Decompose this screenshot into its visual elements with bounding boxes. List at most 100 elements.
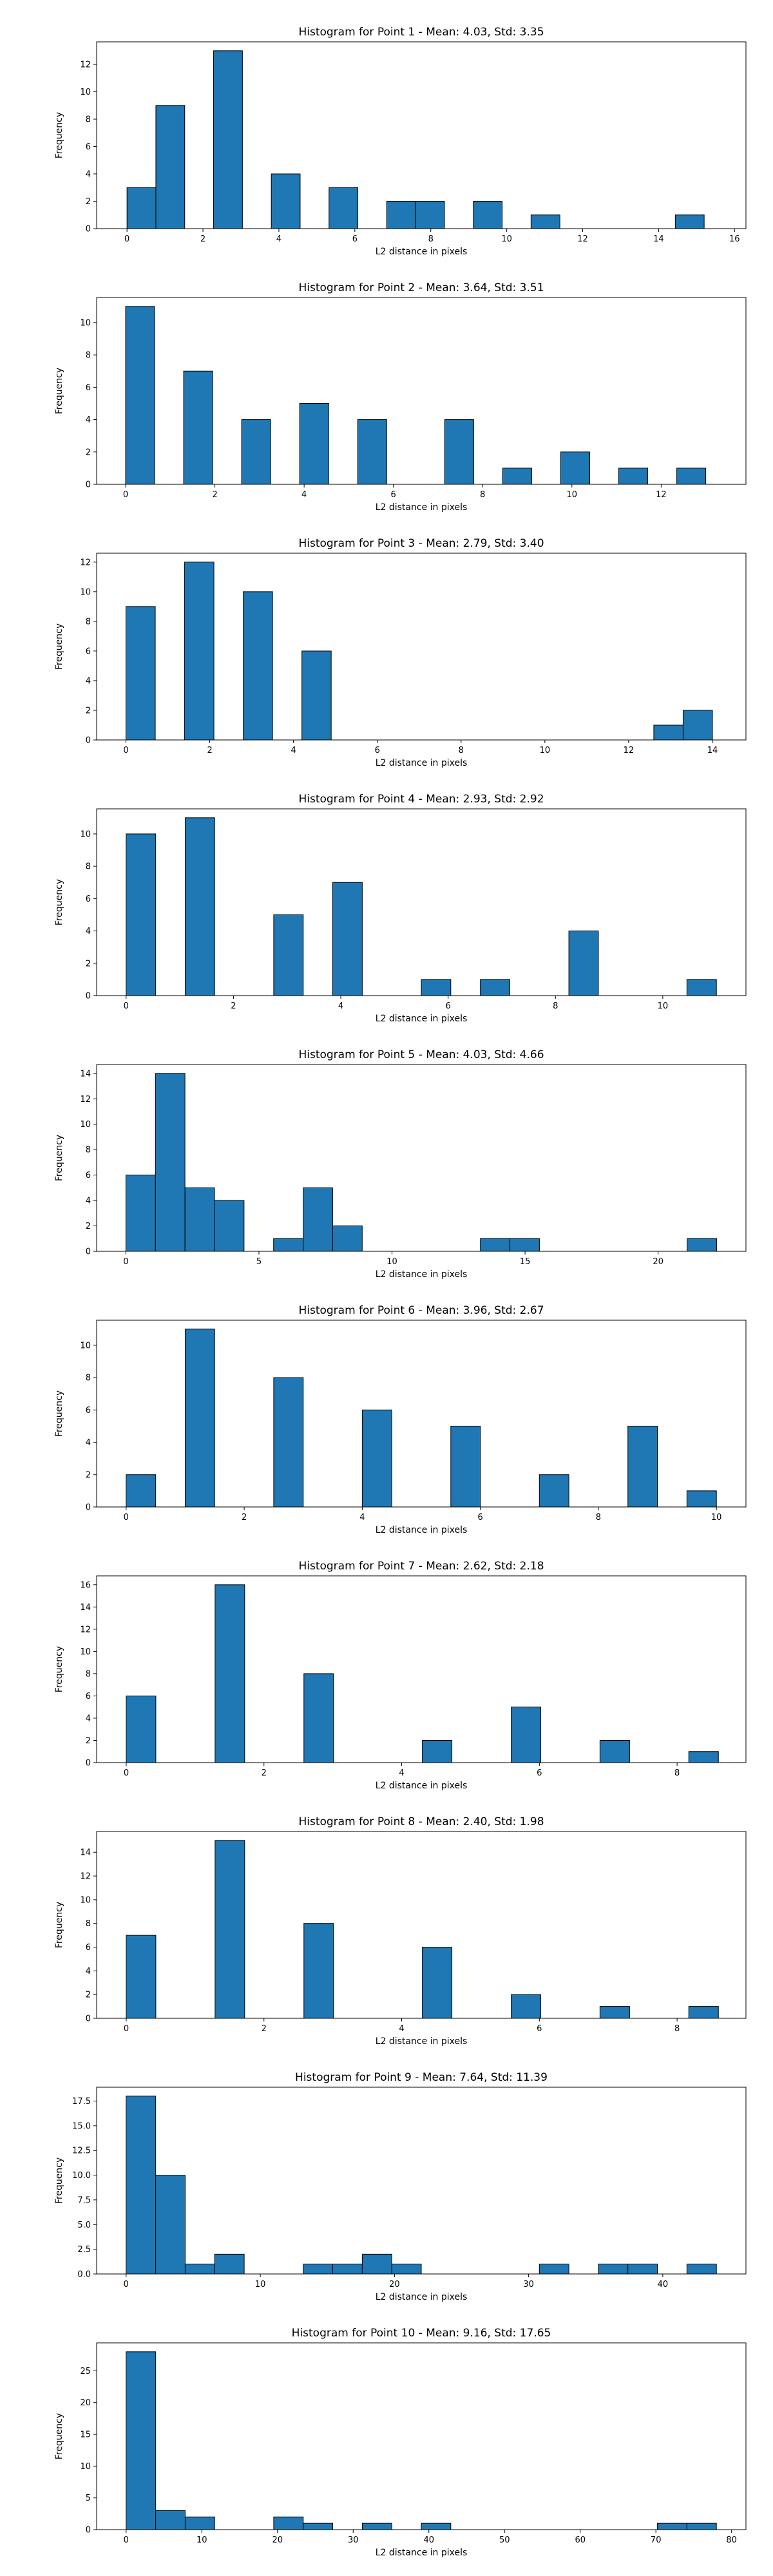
y-tick-label: 2.5 <box>77 2245 91 2255</box>
x-tick-label: 2 <box>262 1768 267 1778</box>
x-tick-label: 0 <box>123 746 128 755</box>
x-axis-label: L2 distance in pixels <box>376 502 468 513</box>
y-tick-label: 2 <box>86 706 91 715</box>
y-axis-label: Frequency <box>54 1902 64 1948</box>
y-tick-label: 10 <box>80 587 91 597</box>
x-tick-label: 10 <box>711 1513 722 1522</box>
histogram-bar <box>415 201 445 229</box>
histogram-bar <box>510 1994 541 2019</box>
histogram-bar <box>421 2523 452 2530</box>
y-tick-label: 10.0 <box>72 2171 91 2181</box>
histogram-bar <box>657 2523 687 2530</box>
y-tick-label: 2 <box>86 1736 91 1746</box>
x-tick-label: 10 <box>567 490 578 500</box>
histogram-bar <box>329 187 359 229</box>
histogram-bar <box>155 105 186 229</box>
y-tick-label: 2 <box>86 959 91 969</box>
histogram-bar <box>215 1840 245 2019</box>
x-tick-label: 0 <box>123 1257 128 1267</box>
histogram-bar <box>184 2516 215 2530</box>
y-tick-label: 6 <box>86 383 91 393</box>
y-tick-label: 0 <box>86 2014 91 2024</box>
histogram-bar <box>303 2523 334 2530</box>
y-tick-label: 8 <box>86 1374 91 1383</box>
histogram-bar <box>599 2006 630 2019</box>
x-tick-label: 10 <box>658 1001 669 1011</box>
x-tick-label: 4 <box>301 490 307 500</box>
y-tick-label: 10 <box>80 1647 91 1657</box>
y-tick-label: 14 <box>80 1069 91 1079</box>
histogram-bar <box>273 914 304 996</box>
x-tick-label: 6 <box>446 1001 451 1011</box>
y-tick-label: 8 <box>86 351 91 361</box>
y-tick-label: 14 <box>80 1603 91 1613</box>
x-tick-label: 4 <box>399 2024 404 2034</box>
y-tick-label: 6 <box>86 142 91 152</box>
histogram-bar <box>184 1187 215 1252</box>
chart-title: Histogram for Point 2 - Mean: 3.64, Std:… <box>298 281 544 294</box>
x-tick-label: 60 <box>575 2535 586 2545</box>
x-tick-label: 10 <box>386 1257 397 1267</box>
y-tick-label: 4 <box>86 676 91 686</box>
histogram-bar <box>357 419 387 485</box>
y-tick-label: 20 <box>80 2398 91 2408</box>
histogram-bar <box>214 1200 245 1252</box>
histogram-bar <box>599 1739 630 1763</box>
histogram-bar <box>674 214 705 229</box>
x-tick-label: 4 <box>359 1513 365 1522</box>
y-tick-label: 4 <box>86 1197 91 1206</box>
histogram-bar <box>480 1238 511 1252</box>
y-tick-label: 2 <box>86 1222 91 1231</box>
axes-frame <box>96 2087 747 2275</box>
histogram-bar <box>422 1739 453 1763</box>
y-tick-label: 10 <box>80 1895 91 1905</box>
x-tick-label: 8 <box>674 1768 680 1778</box>
histogram-point-6: Histogram for Point 6 - Mean: 3.96, Std:… <box>54 1304 747 1535</box>
histogram-point-7: Histogram for Point 7 - Mean: 2.62, Std:… <box>54 1560 747 1791</box>
x-tick-label: 20 <box>389 2280 400 2289</box>
x-tick-label: 8 <box>480 490 485 500</box>
axes-frame <box>96 2342 747 2530</box>
y-tick-label: 4 <box>86 1967 91 1976</box>
axes-frame <box>96 1064 747 1252</box>
histogram-point-4: Histogram for Point 4 - Mean: 2.93, Std:… <box>54 793 747 1024</box>
x-tick-label: 2 <box>200 234 205 244</box>
histogram-bar <box>598 2264 629 2275</box>
x-axis-label: L2 distance in pixels <box>376 1781 468 1791</box>
x-tick-label: 30 <box>348 2535 359 2545</box>
y-tick-label: 16 <box>80 1580 91 1590</box>
histogram-bar <box>473 201 503 229</box>
x-tick-label: 0 <box>124 2024 129 2034</box>
y-tick-label: 0 <box>86 225 91 234</box>
axes-frame <box>96 297 747 485</box>
histogram-bar <box>301 650 332 741</box>
x-tick-label: 15 <box>520 1257 531 1267</box>
y-tick-label: 14 <box>80 1848 91 1858</box>
y-tick-label: 4 <box>86 1438 91 1448</box>
y-axis-label: Frequency <box>54 112 64 158</box>
x-tick-label: 4 <box>338 1001 343 1011</box>
x-tick-label: 0 <box>124 1513 129 1522</box>
histogram-bar <box>688 1751 719 1763</box>
x-tick-label: 5 <box>256 1257 262 1267</box>
y-tick-label: 10 <box>80 829 91 839</box>
x-tick-label: 10 <box>255 2280 266 2289</box>
histogram-bar <box>510 1238 540 1252</box>
x-axis-label: L2 distance in pixels <box>376 2548 468 2558</box>
histogram-bar <box>682 710 713 741</box>
histogram-bar <box>422 1947 453 2019</box>
x-tick-label: 0 <box>123 490 128 500</box>
x-axis-label: L2 distance in pixels <box>376 1269 468 1280</box>
histogram-bar <box>530 214 560 229</box>
x-tick-label: 14 <box>707 746 718 755</box>
x-tick-label: 0 <box>124 1768 129 1778</box>
chart-title: Histogram for Point 4 - Mean: 2.93, Std:… <box>298 793 544 806</box>
chart-title: Histogram for Point 1 - Mean: 4.03, Std:… <box>298 26 544 39</box>
y-tick-label: 10 <box>80 88 91 97</box>
x-tick-label: 2 <box>231 1001 236 1011</box>
histogram-bar <box>361 2523 392 2530</box>
y-tick-label: 2 <box>86 1470 91 1480</box>
histogram-bar <box>126 1935 157 2019</box>
histogram-bar <box>688 2006 719 2019</box>
